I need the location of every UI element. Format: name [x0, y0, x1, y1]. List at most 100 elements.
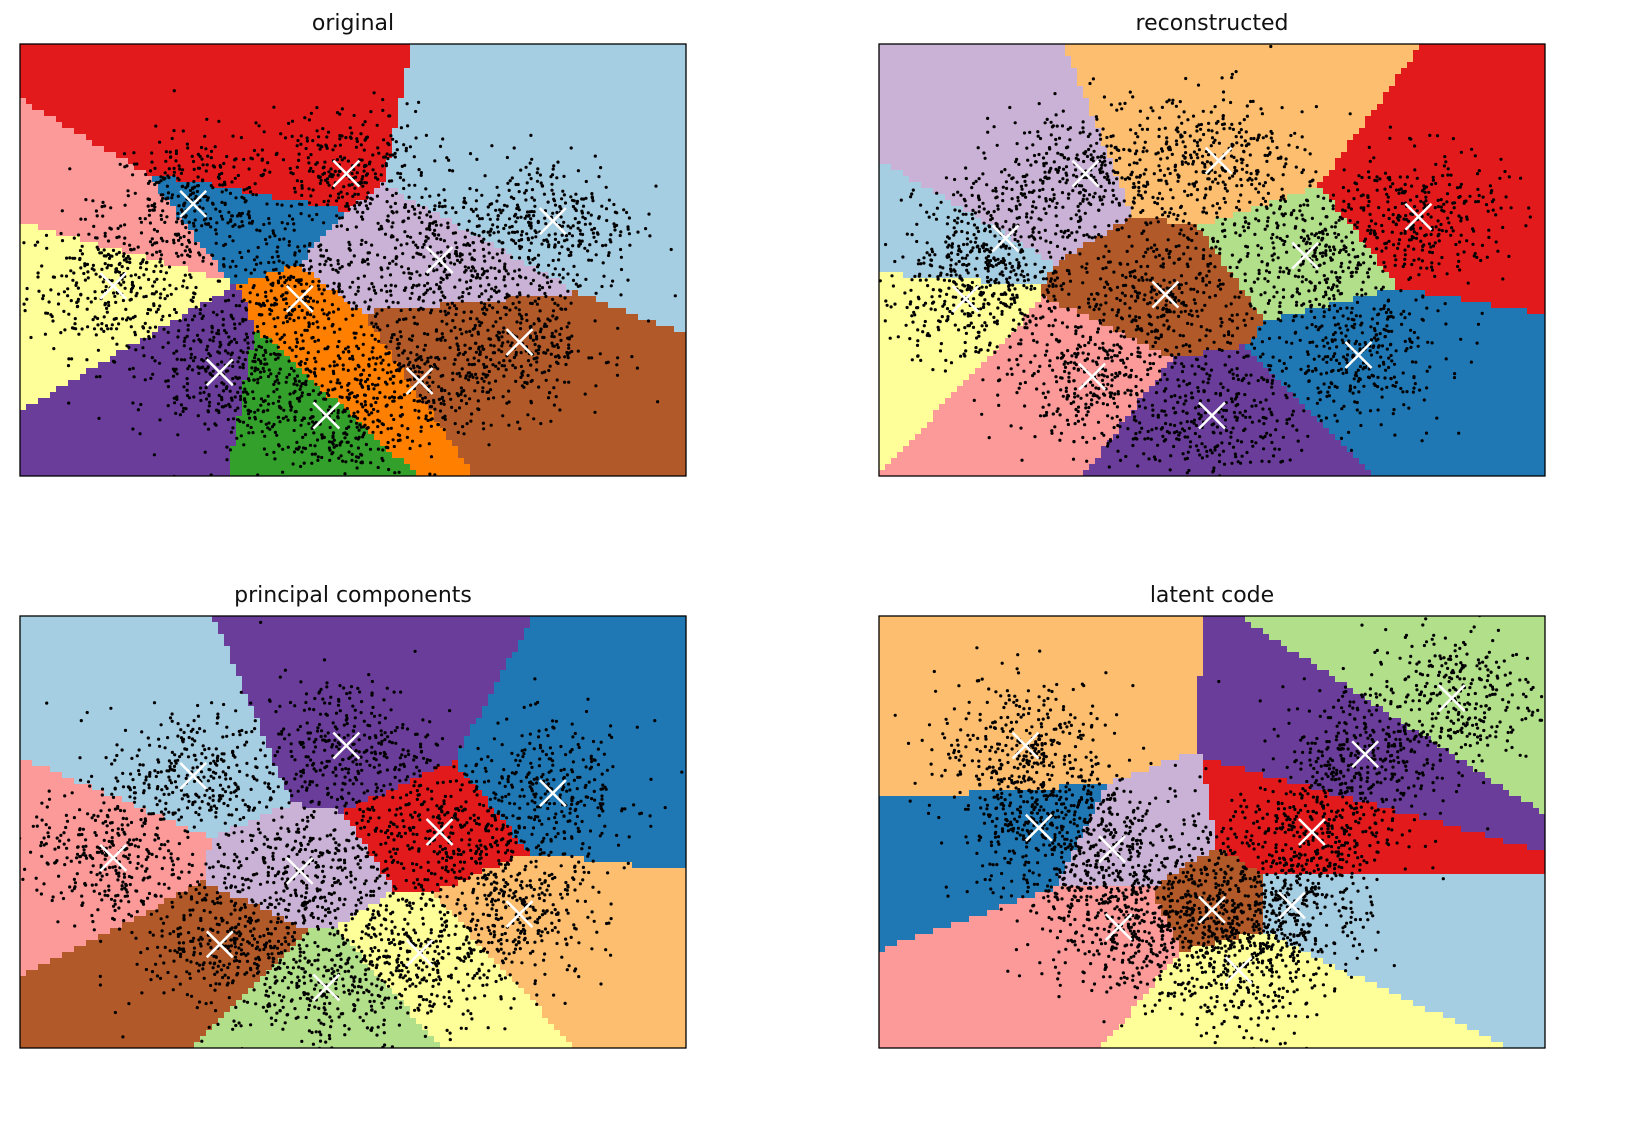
data-point — [1146, 368, 1150, 372]
data-point — [300, 202, 304, 207]
data-point — [1128, 274, 1133, 278]
data-point — [1030, 332, 1034, 336]
data-point — [295, 374, 300, 378]
data-point — [217, 176, 221, 180]
data-point — [275, 202, 279, 206]
data-point — [1254, 177, 1258, 181]
data-point — [1023, 380, 1027, 385]
data-point — [143, 217, 147, 221]
data-point — [1174, 345, 1179, 349]
data-point — [335, 224, 339, 228]
data-point — [1130, 352, 1134, 356]
data-point — [952, 193, 956, 197]
data-point — [507, 231, 511, 235]
data-point — [1137, 291, 1141, 295]
data-point — [1136, 350, 1140, 354]
data-point — [381, 423, 385, 427]
data-point — [239, 349, 243, 353]
data-point — [1208, 295, 1212, 299]
data-point — [917, 297, 921, 301]
data-point — [1020, 312, 1024, 316]
data-point — [1014, 272, 1018, 276]
data-point — [1089, 173, 1093, 177]
data-point — [464, 280, 469, 284]
data-point — [524, 188, 528, 193]
data-point — [575, 201, 579, 205]
data-point — [315, 300, 319, 304]
data-point — [437, 233, 441, 237]
data-point — [412, 366, 416, 370]
data-point — [83, 278, 87, 282]
data-point — [1189, 287, 1193, 291]
data-point — [1020, 269, 1024, 273]
data-point — [1117, 148, 1121, 153]
data-point — [107, 303, 111, 308]
data-point — [613, 224, 617, 229]
data-point — [339, 454, 343, 458]
data-point — [464, 376, 468, 380]
data-point — [1085, 357, 1089, 361]
data-point — [326, 203, 330, 207]
data-point — [360, 177, 364, 181]
data-point — [60, 274, 64, 278]
data-point — [1128, 163, 1132, 167]
data-point — [1023, 179, 1027, 183]
data-point — [930, 250, 935, 254]
data-point — [272, 352, 276, 356]
data-point — [1110, 373, 1114, 377]
data-point — [388, 396, 392, 400]
data-point — [435, 338, 439, 342]
data-point — [104, 285, 108, 289]
data-point — [1099, 277, 1103, 281]
data-point — [132, 247, 136, 251]
data-point — [1112, 193, 1116, 198]
data-point — [244, 306, 248, 310]
data-point — [185, 377, 189, 381]
data-point — [265, 336, 269, 340]
data-point — [1106, 353, 1110, 357]
data-point — [1115, 313, 1119, 318]
data-point — [551, 167, 555, 171]
data-point — [482, 269, 487, 273]
data-point — [302, 416, 306, 420]
data-point — [1066, 127, 1070, 131]
data-point — [285, 375, 289, 379]
data-point — [446, 221, 450, 225]
data-point — [1073, 391, 1077, 396]
data-point — [240, 299, 244, 303]
data-point — [496, 230, 500, 234]
data-point — [514, 379, 518, 383]
data-point — [953, 219, 957, 223]
data-point — [570, 234, 575, 238]
data-point — [535, 334, 539, 339]
data-point — [161, 176, 165, 180]
data-point — [139, 266, 143, 270]
data-point — [1003, 263, 1008, 267]
data-point — [257, 344, 261, 349]
data-point — [417, 370, 421, 374]
data-point — [985, 275, 990, 279]
data-point — [191, 359, 196, 363]
data-point — [481, 386, 485, 390]
data-point — [162, 277, 166, 281]
data-point — [469, 279, 473, 283]
data-point — [332, 281, 336, 285]
data-point — [196, 414, 200, 418]
data-point — [192, 291, 196, 295]
data-point — [988, 312, 993, 316]
data-point — [371, 168, 375, 172]
data-point — [261, 410, 265, 414]
data-point — [132, 151, 136, 155]
data-point — [1097, 373, 1101, 377]
data-point — [93, 290, 97, 294]
data-point — [318, 262, 322, 266]
data-point — [961, 263, 965, 267]
data-point — [501, 395, 505, 399]
data-point — [213, 422, 217, 426]
data-point — [393, 246, 398, 250]
data-point — [1078, 131, 1082, 135]
data-point — [165, 215, 169, 219]
data-point — [336, 378, 340, 382]
data-point — [280, 221, 284, 225]
data-point — [359, 461, 363, 465]
